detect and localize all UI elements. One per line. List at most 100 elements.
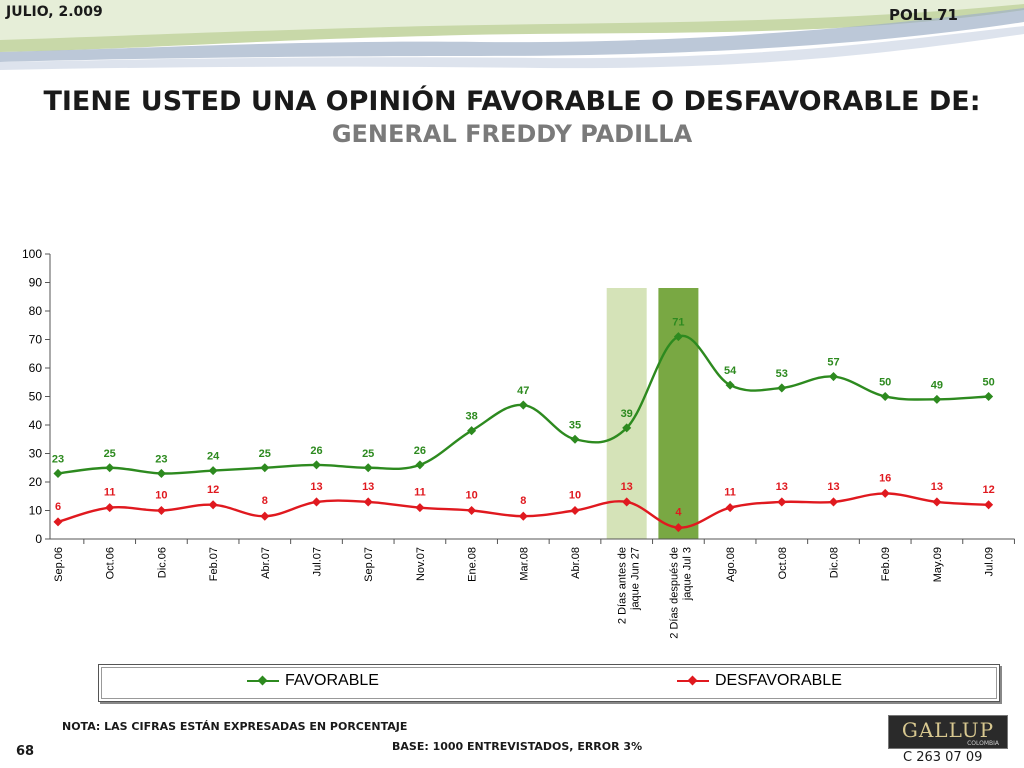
- chart-legend: FAVORABLE DESFAVORABLE: [98, 664, 1000, 702]
- data-point-desfavorable: [518, 511, 528, 521]
- y-tick-label: 100: [22, 247, 42, 261]
- y-tick-label: 40: [29, 418, 43, 432]
- data-point-desfavorable: [467, 505, 477, 516]
- data-point-favorable: [828, 372, 839, 382]
- data-label-desfavorable: 13: [621, 481, 633, 493]
- data-label-desfavorable: 10: [465, 490, 477, 502]
- header-swoosh: [0, 0, 1024, 70]
- data-label-desfavorable: 13: [827, 481, 839, 493]
- line-chart: 0 10 20 30 40 50 60 70 80 90 100 Sep.06 Oct.06 Dic.06…: [22, 247, 1015, 639]
- data-label-desfavorable: 12: [982, 484, 994, 496]
- x-tick-label: 2 Días después dejaque Jul 3: [668, 547, 693, 639]
- logo-subtext: COLOMBIA: [967, 740, 999, 747]
- data-label-desfavorable: 13: [931, 481, 943, 493]
- data-label-favorable: 49: [931, 379, 943, 391]
- data-label-desfavorable: 16: [879, 472, 891, 484]
- data-label-favorable: 26: [414, 445, 426, 457]
- highlight-band: [658, 288, 699, 539]
- data-label-favorable: 25: [362, 448, 374, 460]
- x-tick-label: Ene.08: [467, 547, 479, 582]
- data-label-desfavorable: 12: [207, 484, 219, 496]
- y-tick-label: 20: [29, 475, 43, 489]
- data-label-favorable: 35: [569, 419, 581, 431]
- data-label-desfavorable: 13: [310, 481, 322, 493]
- data-point-favorable: [311, 460, 322, 470]
- page-number: 68: [16, 744, 35, 759]
- data-point-favorable: [518, 400, 528, 410]
- y-tick-label: 70: [29, 333, 43, 347]
- data-point-favorable: [53, 468, 63, 478]
- data-point-desfavorable: [415, 503, 425, 513]
- y-tick-label: 0: [35, 532, 42, 546]
- header-poll: POLL 71: [889, 6, 958, 24]
- legend-item-favorable: FAVORABLE: [247, 672, 379, 690]
- x-tick-label: Jul.09: [984, 547, 996, 576]
- legend-label-desfavorable: DESFAVORABLE: [715, 672, 842, 689]
- data-label-favorable: 50: [982, 377, 994, 389]
- x-tick-label: Feb.07: [208, 547, 220, 581]
- data-label-desfavorable: 8: [520, 495, 526, 507]
- data-label-favorable: 54: [724, 365, 737, 377]
- data-label-favorable: 57: [827, 357, 839, 369]
- data-point-favorable: [208, 466, 218, 476]
- data-point-favorable: [777, 383, 787, 393]
- x-tick-label: Feb.09: [880, 547, 892, 581]
- data-point-desfavorable: [311, 497, 322, 507]
- x-tick-label: May.09: [932, 547, 944, 582]
- data-point-desfavorable: [53, 517, 63, 527]
- data-label-desfavorable: 10: [569, 490, 581, 502]
- data-label-favorable: 53: [776, 368, 788, 380]
- data-label-desfavorable: 8: [262, 495, 268, 507]
- data-point-favorable: [725, 380, 735, 390]
- footer-base: BASE: 1000 ENTREVISTADOS, ERROR 3%: [392, 740, 643, 753]
- data-label-favorable: 71: [672, 317, 684, 329]
- legend-swatch-favorable: [247, 675, 279, 687]
- data-label-favorable: 23: [52, 453, 64, 465]
- footer-code: C 263 07 09: [903, 750, 983, 765]
- x-tick-label: Oct.08: [777, 547, 789, 579]
- data-point-favorable: [156, 468, 166, 478]
- legend-label-favorable: FAVORABLE: [285, 672, 379, 689]
- y-tick-label: 30: [29, 447, 43, 461]
- data-label-favorable: 50: [879, 377, 891, 389]
- x-tick-label: Sep.06: [53, 547, 65, 582]
- x-tick-label: Abr.08: [570, 547, 582, 579]
- y-tick-label: 10: [29, 504, 43, 518]
- data-label-favorable: 25: [104, 448, 116, 460]
- legend-swatch-desfavorable: [677, 675, 709, 687]
- x-tick-label: Sep.07: [363, 547, 375, 582]
- data-point-desfavorable: [828, 497, 839, 507]
- data-point-favorable: [673, 332, 683, 342]
- x-tick-label: Jul.07: [312, 547, 324, 576]
- data-label-desfavorable: 13: [776, 481, 788, 493]
- y-tick-label: 60: [29, 361, 43, 375]
- data-point-desfavorable: [984, 500, 994, 510]
- data-point-desfavorable: [725, 503, 735, 513]
- data-point-desfavorable: [880, 488, 890, 498]
- data-point-desfavorable: [673, 523, 683, 533]
- logo-text: GALLUP: [901, 718, 995, 742]
- data-point-desfavorable: [208, 500, 218, 510]
- data-label-desfavorable: 11: [104, 487, 116, 499]
- data-label-desfavorable: 13: [362, 481, 374, 493]
- x-tick-label: 2 Días antes dejaque Jun 27: [617, 547, 642, 624]
- data-point-favorable: [260, 463, 270, 473]
- highlight-band: [606, 288, 647, 539]
- x-tick-label: Ago.08: [725, 547, 737, 582]
- data-label-desfavorable: 11: [724, 487, 736, 499]
- data-label-favorable: 23: [155, 453, 167, 465]
- legend-item-desfavorable: DESFAVORABLE: [677, 672, 842, 690]
- data-point-favorable: [880, 391, 890, 402]
- data-label-favorable: 47: [517, 385, 529, 397]
- x-tick-label: Nov.07: [415, 547, 427, 581]
- chart-title: TIENE USTED UNA OPINIÓN FAVORABLE O DESF…: [43, 86, 981, 117]
- data-point-favorable: [415, 460, 425, 470]
- data-label-desfavorable: 10: [155, 490, 167, 502]
- data-point-desfavorable: [777, 497, 787, 507]
- chart-subtitle: GENERAL FREDDY PADILLA: [331, 120, 693, 148]
- y-tick-label: 90: [29, 276, 43, 290]
- data-label-desfavorable: 6: [55, 501, 61, 513]
- x-tick-label: Abr.07: [260, 547, 272, 579]
- data-point-desfavorable: [260, 511, 270, 521]
- data-label-favorable: 26: [310, 445, 322, 457]
